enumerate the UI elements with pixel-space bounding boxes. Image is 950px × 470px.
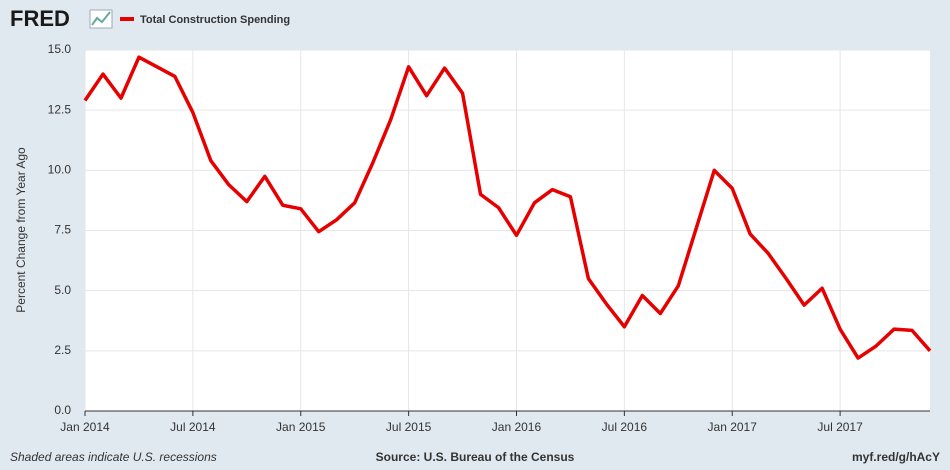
y-tick-label: 10.0 <box>48 163 72 177</box>
brand: FRED <box>10 6 70 31</box>
x-tick-label: Jul 2016 <box>602 420 648 434</box>
data-line <box>83 55 932 360</box>
source: Source: U.S. Bureau of the Census <box>376 450 575 464</box>
x-tick-label: Jul 2014 <box>170 420 216 434</box>
note: Shaded areas indicate U.S. recessions <box>10 450 217 464</box>
y-tick-label: 15.0 <box>48 42 72 56</box>
x-tick-label: Jan 2017 <box>708 420 758 434</box>
y-tick-label: 5.0 <box>54 283 71 297</box>
brand-icon <box>89 9 113 29</box>
x-tick-label: Jan 2016 <box>492 420 542 434</box>
y-tick-label: 2.5 <box>54 343 71 357</box>
x-tick-label: Jul 2017 <box>817 420 863 434</box>
y-tick-label: 7.5 <box>54 223 71 237</box>
y-axis-label: Percent Change from Year Ago <box>14 147 28 313</box>
x-tick-label: Jan 2015 <box>276 420 326 434</box>
x-tick-label: Jul 2015 <box>386 420 432 434</box>
x-tick-label: Jan 2014 <box>60 420 110 434</box>
y-tick-label: 0.0 <box>54 403 71 417</box>
y-tick-label: 12.5 <box>48 102 72 116</box>
legend-label: Total Construction Spending <box>140 14 290 26</box>
brand-icon-line <box>91 11 111 26</box>
link: myf.red/g/hAcY <box>852 450 940 464</box>
